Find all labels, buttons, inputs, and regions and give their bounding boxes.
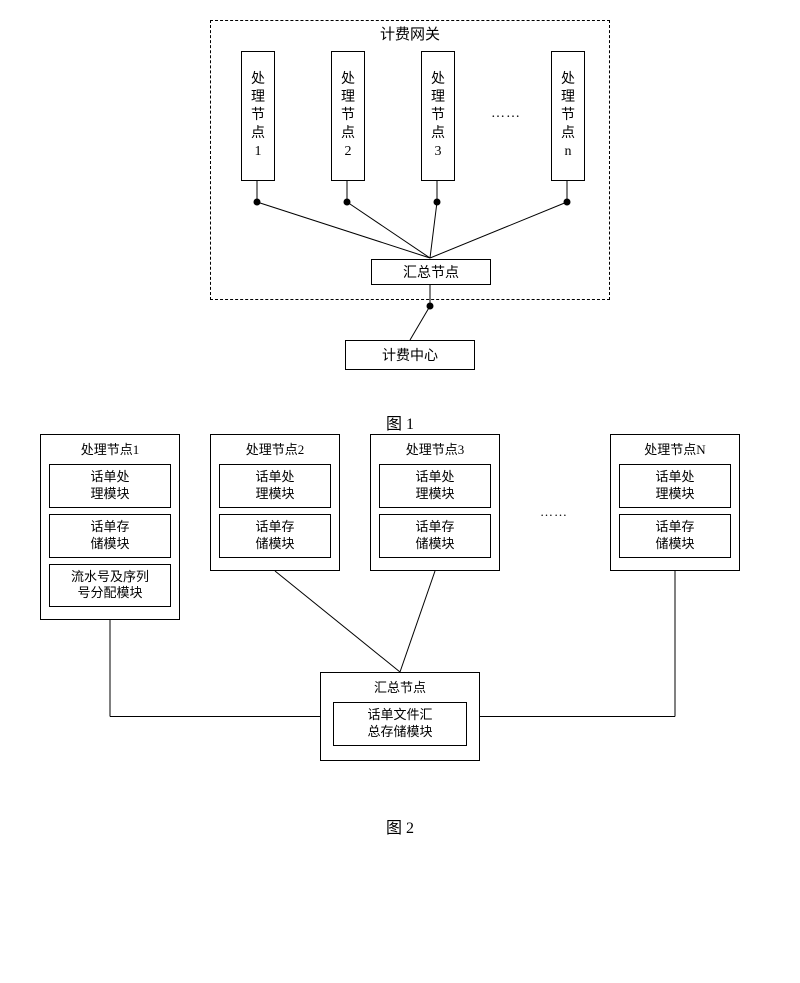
- sum-node: 汇总节点 话单文件汇总存储模块: [320, 672, 480, 761]
- figure-1: 计费网关 处理节点1处理节点2处理节点3处理节点n …… 汇总节点 计费中心: [150, 20, 650, 400]
- module: 话单存储模块: [49, 514, 171, 558]
- node-char: 理: [561, 89, 575, 107]
- processing-node: 处理节点1 话单处理模块话单存储模块流水号及序列号分配模块: [40, 434, 180, 620]
- processing-node: 处理节点N 话单处理模块话单存储模块: [610, 434, 740, 571]
- node-char: 点: [341, 125, 355, 143]
- node-char: 点: [251, 125, 265, 143]
- module: 话单处理模块: [379, 464, 491, 508]
- processing-node: 处理节点n: [551, 51, 585, 181]
- node-char: 处: [341, 71, 355, 89]
- node-char: 点: [431, 125, 445, 143]
- node-title: 处理节点3: [377, 439, 493, 458]
- node-char: 处: [251, 71, 265, 89]
- node-char: 节: [561, 107, 575, 125]
- module: 话单处理模块: [49, 464, 171, 508]
- processing-node: 处理节点1: [241, 51, 275, 181]
- ellipsis: ……: [491, 106, 521, 122]
- figure-1-label: 图 1: [20, 410, 780, 434]
- module: 话单存储模块: [619, 514, 731, 558]
- figure-2: 处理节点1话单处理模块话单存储模块流水号及序列号分配模块处理节点2话单处理模块话…: [20, 434, 780, 804]
- module: 话单存储模块: [219, 514, 331, 558]
- module: 话单处理模块: [619, 464, 731, 508]
- processing-node: 处理节点3: [421, 51, 455, 181]
- ellipsis: ……: [540, 504, 568, 520]
- node-char: 处: [431, 71, 445, 89]
- node-char: 1: [255, 143, 262, 161]
- gateway-box: 计费网关 处理节点1处理节点2处理节点3处理节点n …… 汇总节点: [210, 20, 610, 300]
- node-char: 节: [341, 107, 355, 125]
- node-char: 2: [345, 143, 352, 161]
- node-char: 处: [561, 71, 575, 89]
- node-char: 理: [251, 89, 265, 107]
- sum-module: 话单文件汇总存储模块: [333, 702, 467, 746]
- node-char: 3: [435, 143, 442, 161]
- node-char: 点: [561, 125, 575, 143]
- node-char: n: [565, 143, 572, 161]
- processing-node: 处理节点2 话单处理模块话单存储模块: [210, 434, 340, 571]
- module: 话单处理模块: [219, 464, 331, 508]
- processing-node: 处理节点3 话单处理模块话单存储模块: [370, 434, 500, 571]
- gateway-title: 计费网关: [211, 23, 609, 44]
- figure-2-label: 图 2: [20, 814, 780, 838]
- billing-center: 计费中心: [345, 340, 475, 370]
- node-char: 理: [431, 89, 445, 107]
- node-char: 理: [341, 89, 355, 107]
- processing-node: 处理节点2: [331, 51, 365, 181]
- node-title: 处理节点1: [47, 439, 173, 458]
- module: 流水号及序列号分配模块: [49, 564, 171, 608]
- node-char: 节: [431, 107, 445, 125]
- node-title: 处理节点2: [217, 439, 333, 458]
- node-char: 节: [251, 107, 265, 125]
- node-title: 处理节点N: [617, 439, 733, 458]
- sum-node: 汇总节点: [371, 259, 491, 285]
- module: 话单存储模块: [379, 514, 491, 558]
- sum-node-title: 汇总节点: [331, 677, 469, 696]
